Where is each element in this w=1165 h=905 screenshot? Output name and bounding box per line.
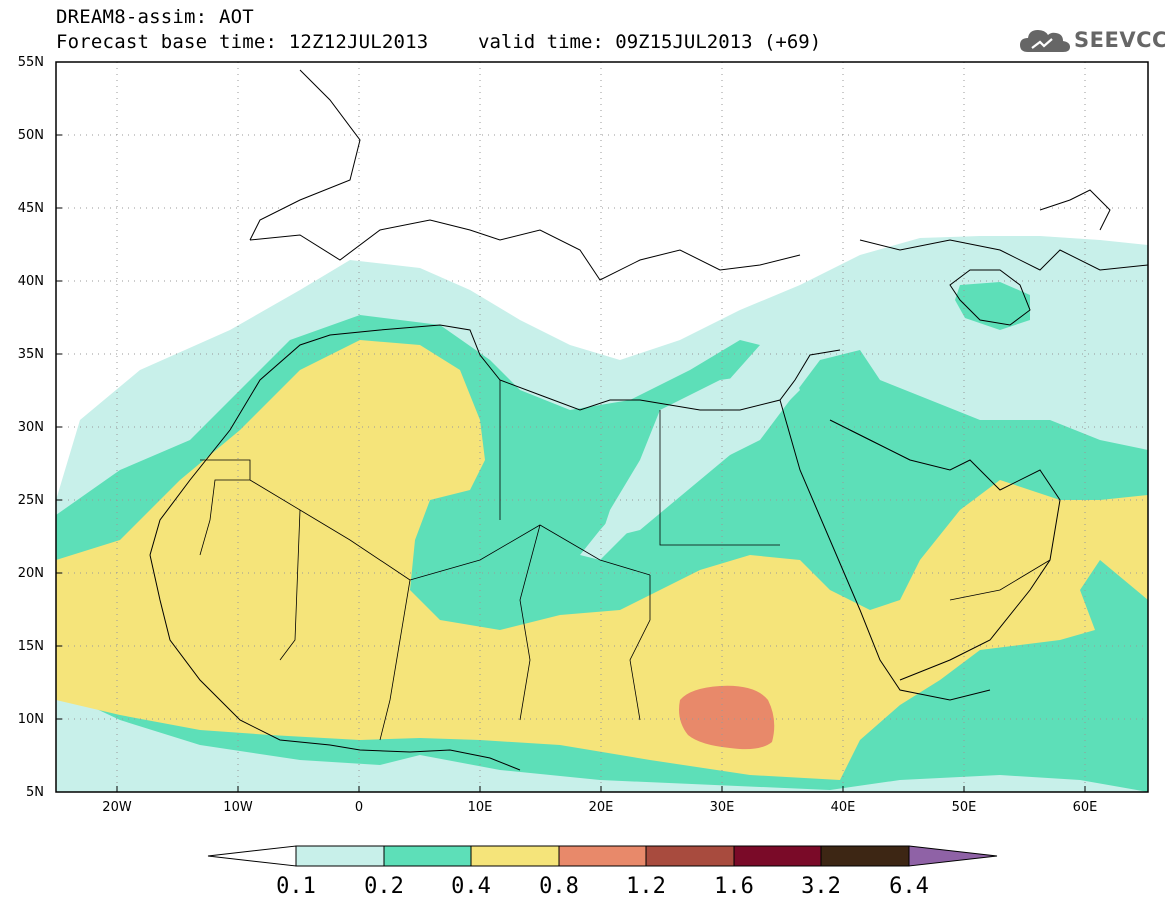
lon-label-10w: 10W bbox=[223, 800, 253, 815]
colorbar-swatch-1.2 bbox=[645, 845, 735, 867]
lat-label-45n: 45N bbox=[17, 201, 44, 216]
colorbar-low-arrow bbox=[207, 845, 297, 867]
lon-label-60e: 60E bbox=[1072, 800, 1098, 815]
axis-ticks bbox=[56, 134, 1086, 792]
valid-time: valid time: 09Z15JUL2013 (+69) bbox=[478, 31, 822, 53]
aot-contour-0.2b bbox=[955, 282, 1030, 330]
seevccc-logo: SEEVCCC bbox=[1018, 24, 1165, 58]
colorbar-label-1.6: 1.6 bbox=[714, 874, 754, 899]
colorbar-swatch-3.2 bbox=[820, 845, 910, 867]
lat-label-55n: 55N bbox=[17, 55, 44, 70]
lat-label-10n: 10N bbox=[17, 712, 44, 727]
lat-label-5n: 5N bbox=[26, 785, 44, 800]
lat-label-50n: 50N bbox=[17, 128, 44, 143]
colorbar-high-arrow bbox=[908, 845, 998, 867]
forecast-base-time: Forecast base time: 12Z12JUL2013 bbox=[56, 31, 429, 53]
lon-label-20w: 20W bbox=[102, 800, 132, 815]
logo-text: SEEVCCC bbox=[1074, 28, 1165, 52]
lat-label-40n: 40N bbox=[17, 274, 44, 289]
aot-contour-0.4 bbox=[56, 340, 1148, 780]
lon-label-50e: 50E bbox=[951, 800, 977, 815]
cloud-icon bbox=[1020, 30, 1070, 52]
colorbar-swatch-1.6 bbox=[733, 845, 822, 867]
country-borders bbox=[199, 380, 1051, 741]
colorbar bbox=[207, 845, 998, 867]
aot-contour-0.1b bbox=[600, 370, 800, 540]
colorbar-label-0.1: 0.1 bbox=[276, 874, 316, 899]
lon-label-40e: 40E bbox=[830, 800, 856, 815]
colorbar-label-0.8: 0.8 bbox=[539, 874, 579, 899]
lat-label-15n: 15N bbox=[17, 639, 44, 654]
colorbar-swatch-0.4 bbox=[470, 845, 560, 867]
aot-contour-0.8 bbox=[679, 685, 775, 750]
lon-label-30e: 30E bbox=[709, 800, 735, 815]
colorbar-label-1.2: 1.2 bbox=[626, 874, 666, 899]
lat-label-25n: 25N bbox=[17, 493, 44, 508]
colorbar-label-6.4: 6.4 bbox=[889, 874, 929, 899]
lat-label-30n: 30N bbox=[17, 420, 44, 435]
lon-label-20e: 20E bbox=[588, 800, 614, 815]
colorbar-label-3.2: 3.2 bbox=[801, 874, 841, 899]
colorbar-swatch-0.1 bbox=[295, 845, 385, 867]
aot-field bbox=[56, 62, 1148, 792]
lat-label-20n: 20N bbox=[17, 566, 44, 581]
colorbar-label-0.2: 0.2 bbox=[364, 874, 404, 899]
lat-label-35n: 35N bbox=[17, 347, 44, 362]
lon-label-10e: 10E bbox=[467, 800, 493, 815]
colorbar-swatch-0.8 bbox=[558, 845, 647, 867]
graticule bbox=[56, 62, 1148, 792]
title-main: DREAM8-assim: AOT bbox=[56, 6, 254, 28]
colorbar-label-0.4: 0.4 bbox=[451, 874, 491, 899]
colorbar-swatch-0.2 bbox=[383, 845, 472, 867]
lon-label-0: 0 bbox=[354, 800, 364, 815]
